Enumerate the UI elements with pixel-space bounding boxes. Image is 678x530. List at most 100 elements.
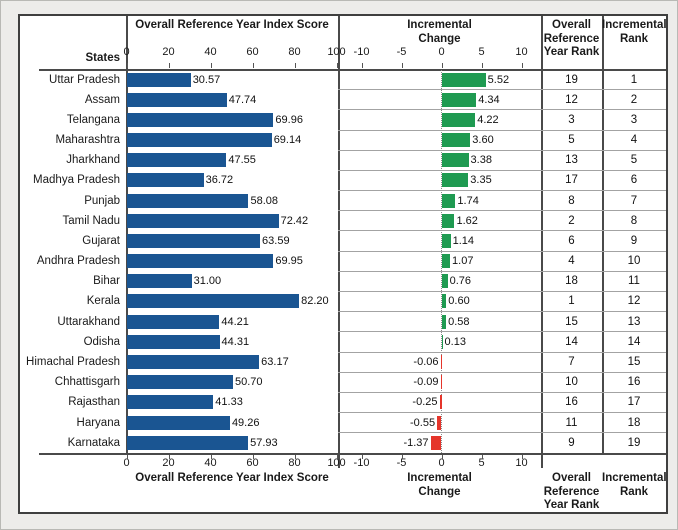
score-bar (126, 355, 260, 370)
ref-rank-cell: 6 (568, 234, 575, 247)
score-bar (126, 375, 233, 390)
state-label: Madhya Pradesh (33, 174, 120, 187)
inc-rank-cell: 10 (627, 255, 641, 268)
row-separator (338, 351, 666, 353)
ref-rank-cell: 9 (568, 436, 575, 449)
axis-tick-label-top: 20 (162, 46, 175, 58)
state-label: Karnataka (67, 436, 120, 449)
state-label: Haryana (76, 416, 120, 429)
row-separator (338, 89, 666, 91)
score-value: 36.72 (205, 174, 234, 187)
axis-tick-label-top: 100 (327, 46, 346, 58)
inc-rank-cell: 9 (630, 234, 638, 247)
state-label: Uttarakhand (57, 315, 120, 328)
score-value: 49.26 (231, 416, 260, 429)
change-title-line2: Change (418, 32, 461, 45)
chart-panel: Overall Reference Year Index Score Incre… (18, 14, 668, 514)
change-bar-negative (437, 415, 442, 430)
change-value: 4.34 (478, 93, 500, 106)
score-value: 69.96 (275, 113, 303, 126)
axis-tick-label-top: 0 (123, 46, 130, 58)
axis-tick-mark (252, 454, 254, 459)
score-bar (126, 213, 279, 228)
change-bar-positive (441, 334, 443, 349)
change-bar-positive (441, 274, 448, 289)
state-label: Telangana (66, 113, 120, 126)
ref-rank-cell: 1 (568, 295, 575, 308)
change-title-line1: Incremental (407, 19, 472, 31)
state-label: Himachal Pradesh (26, 356, 120, 369)
score-value: 63.17 (261, 356, 289, 369)
inc-rank-cell: 11 (628, 275, 640, 288)
axis-tick-label-top: 80 (288, 46, 301, 58)
inc-rank-cell: 3 (630, 113, 638, 126)
states-column-header: States (85, 52, 120, 64)
inc-rank-cell: 1 (630, 73, 638, 86)
change-value: -0.06 (413, 356, 439, 369)
state-label: Tamil Nadu (62, 214, 120, 227)
score-value: 47.55 (228, 154, 256, 167)
change-bar-positive (441, 92, 477, 107)
axis-tick-label-top: 60 (246, 46, 259, 58)
change-bar-positive (441, 233, 451, 248)
change-axis-title-bottom: Incremental Change (407, 472, 472, 498)
row-separator (338, 290, 666, 292)
axis-tick-mark (252, 63, 254, 68)
row-separator (338, 412, 666, 414)
row-separator (338, 250, 666, 252)
score-bar (126, 112, 274, 127)
score-bar (126, 334, 220, 349)
ref-rank-cell: 19 (565, 73, 578, 86)
axis-tick-label-top: 0 (438, 46, 445, 58)
inc-rank-cell: 14 (627, 335, 641, 348)
axis-tick-mark (481, 454, 483, 459)
row-separator (338, 230, 666, 232)
axis-tick-label-bottom: 40 (204, 457, 217, 469)
change-bar-negative (439, 395, 442, 410)
change-value: 1.74 (457, 194, 479, 207)
change-value: -0.55 (410, 416, 436, 429)
score-axis-title-bottom: Overall Reference Year Index Score (135, 472, 329, 484)
change-bar-positive (441, 193, 456, 208)
change-bar-positive (441, 133, 471, 148)
state-label: Punjab (84, 194, 120, 207)
change-value: -0.25 (412, 396, 438, 409)
state-label: Uttar Pradesh (49, 73, 120, 86)
state-label: Andhra Pradesh (36, 255, 120, 268)
row-separator (338, 149, 666, 151)
score-bar (126, 92, 227, 107)
inc-rank-cell: 2 (630, 93, 638, 106)
axis-tick-mark (126, 63, 128, 68)
change-value: 4.22 (477, 113, 499, 126)
inc-rank-cell: 16 (627, 376, 641, 389)
change-bar-positive (441, 213, 455, 228)
axis-tick-label-bottom: 60 (246, 457, 259, 469)
inc-rank-cell: 18 (627, 416, 641, 429)
ref-rank-cell: 17 (565, 174, 578, 187)
ref-rank-line2: Reference (543, 32, 600, 45)
state-label: Jharkhand (66, 154, 120, 167)
state-label: Chhattisgarh (54, 376, 120, 389)
ref-rank-cell: 2 (568, 214, 575, 227)
row-separator (338, 311, 666, 313)
row-separator (338, 169, 666, 171)
change-bar-positive (441, 314, 447, 329)
state-label: Gujarat (82, 234, 120, 247)
row-separator (338, 432, 666, 434)
score-value: 58.08 (250, 194, 278, 207)
score-bar (126, 173, 204, 188)
state-label: Maharashtra (55, 134, 120, 147)
axis-tick-mark (336, 454, 338, 459)
score-bar (126, 133, 272, 148)
axis-tick-mark (168, 63, 170, 68)
change-value: -1.37 (403, 436, 429, 449)
state-label: Odisha (83, 335, 120, 348)
change-value: 0.76 (449, 275, 471, 288)
change-bar-positive (441, 173, 469, 188)
ref-rank-cell: 14 (565, 335, 578, 348)
axis-tick-mark (361, 63, 363, 68)
inc-rank-cell: 13 (627, 315, 641, 328)
inc-rank-title-bottom: Incremental Rank (602, 472, 667, 498)
inc-rank-cell: 7 (630, 194, 638, 207)
